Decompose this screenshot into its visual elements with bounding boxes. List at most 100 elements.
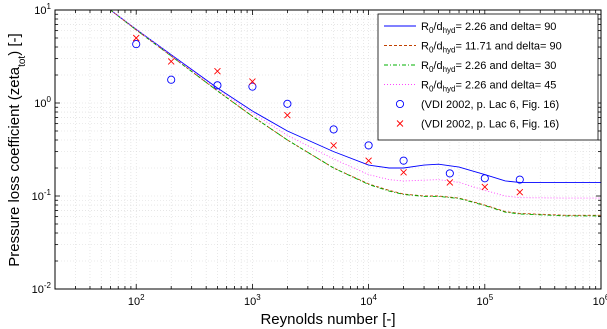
legend-entry-6: (VDI 2002, p. Lac 6, Fig. 16) (396, 119, 559, 131)
legend-label-part: R (421, 41, 429, 53)
data-point-series-6-stroke (330, 142, 337, 149)
data-point-series-5 (515, 175, 524, 184)
x-tick-labels: 102103104105106 (128, 293, 607, 308)
legend-label: R0/dhyd= 2.26 and delta= 90 (421, 21, 556, 35)
data-point-series-5 (364, 141, 373, 150)
legend-label: R0/dhyd= 2.26 and delta= 45 (421, 80, 556, 94)
legend-label-part: /d (433, 60, 442, 72)
legend-label: R0/dhyd= 2.26 and delta= 30 (421, 60, 556, 74)
y-tick-exponent: -2 (44, 281, 52, 290)
data-point-series-6-stroke (167, 58, 175, 65)
y-axis-label-tail: ) [-] (6, 33, 23, 56)
y-tick-exponent: 1 (47, 2, 52, 11)
data-point-series-6 (446, 179, 454, 186)
data-point-series-6-stroke (481, 183, 489, 191)
y-tick-label: 100 (34, 95, 51, 110)
x-tick-label: 104 (360, 293, 377, 308)
legend-label-part: /d (433, 80, 442, 92)
x-tick-exponent: 6 (605, 293, 607, 302)
y-axis-label: Pressure loss coefficient (zetatot) [-] (6, 33, 28, 266)
series-line-1 (110, 10, 601, 183)
data-point-series-5 (283, 99, 292, 108)
legend-entry-2: R0/dhyd= 11.71 and delta= 90 (384, 41, 562, 55)
data-point-series-6 (132, 34, 140, 42)
y-axis-label-sub: tot (17, 56, 28, 67)
data-point-series-6 (167, 58, 175, 65)
x-tick-exponent: 4 (373, 293, 378, 302)
legend-label-part: = 11.71 and delta= 90 (456, 41, 562, 53)
legend-label-part: /d (433, 21, 442, 33)
legend-label-part: = 2.26 and delta= 90 (456, 21, 557, 33)
legend-label-part: R (421, 21, 429, 33)
x-tick-exponent: 5 (489, 293, 494, 302)
x-tick-label: 105 (476, 293, 493, 308)
legend-label-sub: 0 (429, 85, 434, 94)
x-tick-base: 10 (476, 296, 488, 308)
x-tick-exponent: 2 (140, 293, 145, 302)
y-tick-label: 10-1 (32, 188, 52, 203)
data-point-series-6 (481, 183, 489, 191)
legend-box (377, 13, 599, 141)
data-point-series-6 (365, 157, 372, 164)
legend-entry-4: R0/dhyd= 2.26 and delta= 45 (384, 80, 556, 94)
x-axis-label: Reynolds number [-] (260, 311, 395, 328)
legend-marker-stroke (396, 120, 404, 127)
data-point-series-5 (248, 82, 257, 91)
x-tick-exponent: 3 (256, 293, 261, 302)
legend-label-part: (VDI 2002, p. Lac 6, Fig. 16) (421, 99, 559, 111)
data-point-series-5 (167, 75, 176, 84)
x-tick-label: 102 (128, 293, 145, 308)
legend-label-sub: 0 (429, 26, 434, 35)
legend-marker (396, 120, 404, 127)
data-point-series-5 (399, 156, 408, 165)
legend-marker (395, 99, 405, 109)
y-tick-base: 10 (34, 98, 46, 110)
data-point-series-5 (132, 40, 141, 49)
data-point-series-6 (516, 188, 524, 196)
legend-label-sub: hyd (443, 26, 456, 35)
legend-label-sub: hyd (443, 85, 456, 94)
data-point-series-6-stroke (446, 179, 454, 186)
plot-frame (54, 9, 602, 290)
legend-label-sub: hyd (443, 46, 456, 55)
legend-entry-3: R0/dhyd= 2.26 and delta= 30 (384, 60, 556, 74)
data-point-series-6 (214, 67, 221, 75)
data-point-series-6 (284, 111, 291, 119)
x-tick-label: 103 (244, 293, 261, 308)
x-tick-base: 10 (244, 296, 256, 308)
legend-label: (VDI 2002, p. Lac 6, Fig. 16) (421, 119, 559, 131)
data-point-series-6 (400, 168, 407, 176)
y-tick-exponent: 0 (47, 95, 52, 104)
x-tick-base: 10 (593, 296, 605, 308)
legend-label-part: R (421, 60, 429, 72)
legend-label: (VDI 2002, p. Lac 6, Fig. 16) (421, 99, 559, 111)
legend-label-part: /d (433, 41, 442, 53)
legend-label-part: R (421, 80, 429, 92)
legend-label-part: = 2.26 and delta= 30 (456, 60, 557, 72)
y-tick-label: 101 (34, 2, 51, 17)
data-point-series-6-stroke (400, 168, 407, 176)
x-tick-label: 106 (593, 293, 607, 308)
data-point-series-6-stroke (132, 34, 140, 42)
y-tick-label: 10-2 (32, 281, 52, 296)
data-point-series-6-stroke (365, 157, 372, 164)
data-point-series-6-stroke (249, 78, 256, 85)
y-tick-base: 10 (32, 284, 44, 296)
legend-entry-1: R0/dhyd= 2.26 and delta= 90 (384, 21, 556, 35)
data-point-series-6 (249, 78, 256, 85)
data-point-series-5 (480, 174, 489, 183)
data-point-series-6 (330, 142, 337, 149)
legend-label-sub: 0 (429, 46, 434, 55)
legend-label-part: (VDI 2002, p. Lac 6, Fig. 16) (421, 119, 559, 131)
data-point-series-5 (213, 81, 222, 90)
y-tick-exponent: -1 (44, 188, 52, 197)
y-axis-label-main: Pressure loss coefficient (zeta (6, 66, 23, 266)
data-point-series-5 (445, 169, 454, 178)
x-tick-base: 10 (360, 296, 372, 308)
legend-entry-5: (VDI 2002, p. Lac 6, Fig. 16) (395, 99, 559, 111)
y-tick-base: 10 (34, 5, 46, 17)
series-line-4 (110, 10, 601, 199)
